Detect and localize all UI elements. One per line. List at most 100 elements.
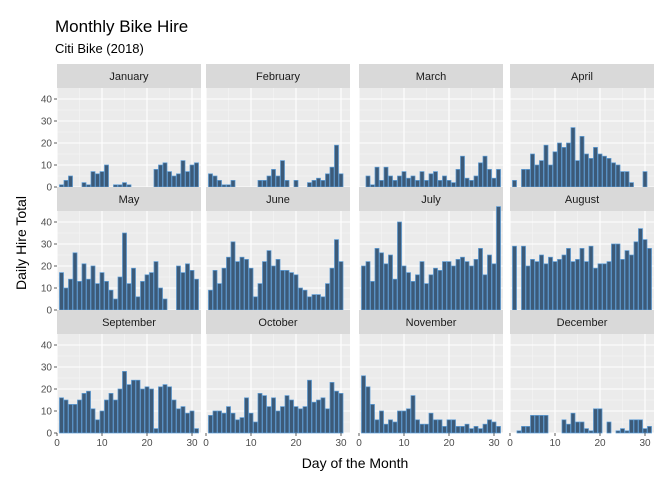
bar bbox=[226, 406, 231, 434]
bar bbox=[365, 175, 371, 188]
bar bbox=[117, 276, 123, 311]
facet-panel: December 0 10 20 30 bbox=[507, 310, 654, 449]
bar bbox=[316, 399, 321, 434]
bar bbox=[280, 406, 285, 434]
x-tick-label: 30 bbox=[335, 438, 347, 449]
bar bbox=[629, 182, 634, 188]
bar bbox=[361, 375, 366, 434]
y-tick-label: 10 bbox=[41, 284, 53, 295]
bar bbox=[63, 180, 69, 188]
bar bbox=[180, 272, 186, 311]
bar bbox=[131, 379, 136, 434]
bar bbox=[383, 166, 389, 188]
x-tick-label: 20 bbox=[290, 438, 302, 449]
bar bbox=[284, 180, 290, 188]
bar bbox=[171, 175, 177, 188]
facet-strip bbox=[359, 187, 503, 211]
bar bbox=[602, 155, 607, 188]
bar bbox=[478, 248, 483, 311]
bar bbox=[633, 419, 639, 434]
facet-strip bbox=[57, 310, 201, 334]
bar bbox=[217, 410, 222, 434]
bar bbox=[266, 250, 272, 311]
bar bbox=[570, 127, 576, 188]
bar bbox=[230, 412, 236, 434]
bar bbox=[469, 428, 474, 434]
bar bbox=[597, 408, 603, 434]
bar bbox=[539, 415, 544, 434]
facet-panel: April bbox=[509, 64, 654, 188]
bar bbox=[271, 169, 276, 188]
y-tick-label: 0 bbox=[46, 429, 52, 440]
bar bbox=[280, 160, 285, 188]
bar bbox=[113, 399, 118, 434]
bar bbox=[597, 263, 603, 311]
bar bbox=[158, 386, 163, 434]
bar bbox=[244, 397, 249, 434]
x-tick-label: 30 bbox=[186, 438, 198, 449]
x-tick-label: 20 bbox=[443, 438, 455, 449]
bar bbox=[512, 180, 517, 188]
y-tick-label: 10 bbox=[41, 161, 53, 172]
bar bbox=[266, 175, 272, 188]
bar bbox=[226, 184, 231, 188]
bar bbox=[437, 270, 443, 311]
bar bbox=[99, 410, 105, 434]
facet-strip-label: March bbox=[416, 71, 447, 83]
bar bbox=[451, 265, 456, 311]
bar bbox=[135, 379, 141, 434]
bar bbox=[217, 180, 222, 188]
bar bbox=[379, 252, 384, 311]
bar bbox=[539, 254, 544, 311]
x-tick-label: 10 bbox=[96, 438, 108, 449]
bar bbox=[68, 278, 73, 311]
bar bbox=[63, 287, 69, 311]
bar bbox=[208, 289, 213, 311]
bar bbox=[487, 419, 492, 434]
bar bbox=[611, 243, 616, 311]
bar bbox=[419, 261, 425, 311]
bar bbox=[410, 395, 416, 434]
bar bbox=[59, 272, 64, 311]
facet-strip-label: June bbox=[266, 194, 290, 206]
bar bbox=[185, 263, 190, 311]
bar bbox=[108, 393, 114, 434]
bar bbox=[117, 388, 123, 434]
x-tick-label: 20 bbox=[141, 438, 153, 449]
bar bbox=[460, 256, 465, 311]
bar bbox=[95, 173, 100, 188]
bar bbox=[534, 415, 540, 434]
bar bbox=[185, 412, 190, 434]
bar bbox=[126, 283, 132, 311]
facet-strip bbox=[206, 187, 350, 211]
bar bbox=[424, 180, 429, 188]
bar bbox=[370, 404, 375, 434]
bar bbox=[633, 241, 639, 311]
bar bbox=[543, 415, 549, 434]
bar bbox=[302, 406, 308, 434]
bar bbox=[406, 272, 411, 311]
bar bbox=[464, 177, 470, 188]
chart-subtitle: Citi Bike (2018) bbox=[55, 41, 144, 56]
bar bbox=[624, 430, 630, 434]
bar bbox=[521, 245, 526, 311]
bar bbox=[284, 395, 290, 434]
bar bbox=[410, 281, 416, 311]
bar bbox=[334, 239, 339, 311]
bar bbox=[144, 274, 150, 311]
y-tick-label: 0 bbox=[46, 306, 52, 317]
bar bbox=[253, 421, 258, 434]
facet-strip-label: September bbox=[102, 317, 156, 329]
x-tick-label: 30 bbox=[488, 438, 500, 449]
bar bbox=[561, 419, 567, 434]
bar bbox=[329, 166, 335, 188]
bar bbox=[221, 412, 227, 434]
bar bbox=[548, 164, 553, 188]
bar bbox=[579, 248, 585, 311]
bar bbox=[446, 180, 452, 188]
bar bbox=[320, 296, 326, 311]
bar bbox=[307, 379, 312, 434]
bar bbox=[320, 397, 326, 434]
bar bbox=[442, 426, 447, 434]
